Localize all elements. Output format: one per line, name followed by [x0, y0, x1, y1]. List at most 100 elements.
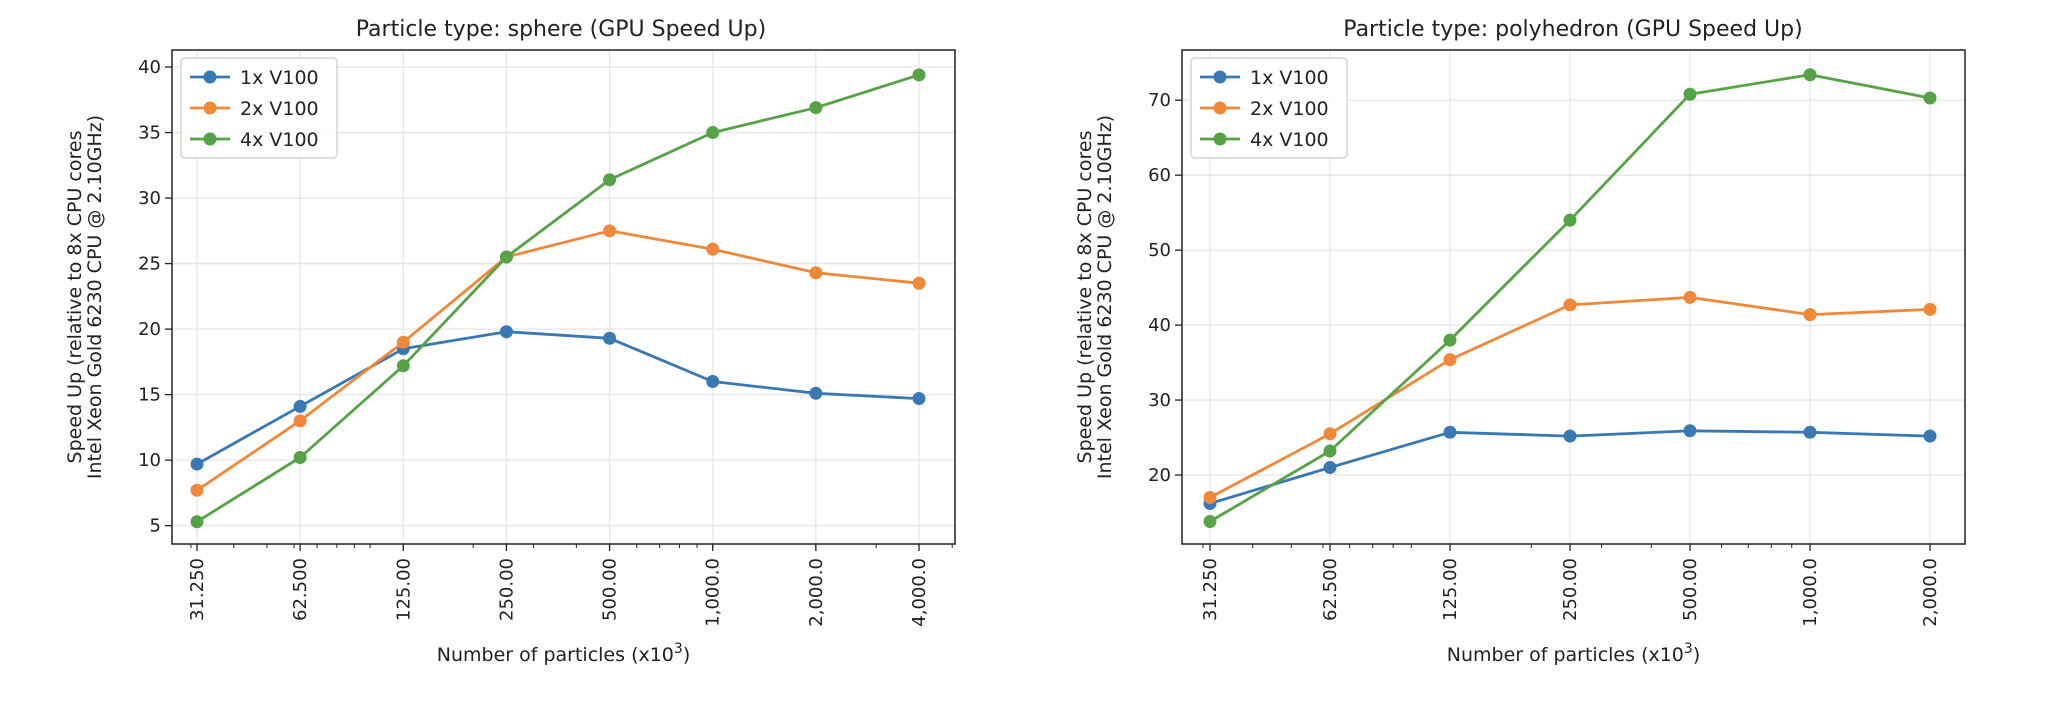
y-tick-label: 50 — [1148, 240, 1171, 261]
data-point — [1203, 515, 1217, 529]
chart-1: 31.250 62.500 125.00 250.00 500.00 1,000.0 2,0… — [64, 17, 956, 666]
data-point — [809, 386, 823, 400]
series-line-3 — [196, 73, 920, 523]
axes-frame — [1181, 49, 1966, 545]
data-point — [499, 250, 513, 264]
x-tick-label: 4,000.0 — [909, 558, 930, 627]
x-axis-label-end: ) — [1693, 644, 1700, 666]
legend: 1x V100 2x V100 4x V100 — [1190, 57, 1348, 159]
x-axis-label-end: ) — [683, 644, 690, 666]
legend: 1x V100 2x V100 4x V100 — [180, 57, 338, 159]
legend-marker — [1213, 101, 1227, 115]
data-point — [1323, 427, 1337, 441]
x-tick-label: 31.250 — [1200, 558, 1221, 621]
series-line-1 — [196, 330, 920, 466]
data-point — [603, 173, 617, 187]
data-point — [190, 457, 204, 471]
legend-label: 4x V100 — [1250, 129, 1329, 151]
data-point — [1803, 308, 1817, 322]
data-point — [293, 414, 307, 428]
data-point — [809, 101, 823, 115]
x-axis-label-sup: 3 — [1684, 641, 1693, 657]
y-tick-label: 30 — [1148, 390, 1171, 411]
x-tick-label: 500.00 — [600, 558, 621, 621]
x-tick-label: 250.00 — [1560, 558, 1581, 621]
x-tick-label: 250.00 — [496, 558, 517, 621]
x-tick-label: 125.00 — [393, 558, 414, 621]
data-point — [1803, 68, 1817, 82]
y-tick-label: 70 — [1148, 90, 1171, 111]
data-point — [1323, 444, 1337, 458]
y-tick-label: 40 — [138, 57, 161, 78]
data-point — [1443, 425, 1457, 439]
x-tick-label: 1,000.0 — [1800, 558, 1821, 627]
x-axis-label-text: Number of particles (x10 — [437, 644, 674, 666]
y-axis-label: Speed Up (relative to 8x CPU cores — [64, 131, 86, 464]
chart-title: Particle type: sphere (GPU Speed Up) — [356, 17, 766, 42]
legend-marker — [203, 70, 217, 84]
data-point — [190, 483, 204, 497]
legend-box — [1190, 57, 1348, 159]
data-point — [1443, 333, 1457, 347]
legend-box — [180, 57, 338, 159]
y-tick-label: 25 — [138, 254, 161, 275]
data-point — [1563, 298, 1577, 312]
legend-marker — [203, 132, 217, 146]
x-tick-label: 125.00 — [1440, 558, 1461, 621]
data-point — [396, 359, 410, 373]
data-point — [1923, 91, 1937, 105]
x-tick-label: 2,000.0 — [806, 558, 827, 627]
data-point — [293, 451, 307, 465]
x-tick-label: 500.00 — [1680, 558, 1701, 621]
y-axis-label: Intel Xeon Gold 6230 CPU @ 2.10GHz) — [84, 115, 106, 479]
legend-label: 2x V100 — [240, 98, 319, 120]
data-point — [912, 68, 926, 82]
y-tick-label: 40 — [1148, 315, 1171, 336]
data-point — [1563, 429, 1577, 443]
x-tick-label: 1,000.0 — [703, 558, 724, 627]
legend-marker — [1213, 132, 1227, 146]
data-point — [1203, 491, 1217, 505]
legend-marker — [1213, 70, 1227, 84]
data-point — [1683, 87, 1697, 101]
data-point — [1563, 213, 1577, 227]
x-axis-label-text: Number of particles (x10 — [1447, 644, 1684, 666]
legend-marker — [203, 101, 217, 115]
data-point — [396, 335, 410, 349]
data-point — [809, 266, 823, 280]
legend-label: 4x V100 — [240, 129, 319, 151]
y-axis-label: Speed Up (relative to 8x CPU cores — [1074, 131, 1096, 464]
legend-label: 1x V100 — [240, 67, 319, 89]
chart-title: Particle type: polyhedron (GPU Speed Up) — [1343, 17, 1802, 42]
x-tick-label: 2,000.0 — [1920, 558, 1941, 627]
x-tick-label: 62.500 — [1320, 558, 1341, 621]
x-axis-label: Number of particles (x103) — [1447, 641, 1701, 666]
x-axis-label: Number of particles (x103) — [437, 641, 691, 666]
y-axis-label: Intel Xeon Gold 6230 CPU @ 2.10GHz) — [1094, 115, 1116, 479]
series-line-2 — [196, 229, 920, 492]
y-tick-label: 15 — [138, 385, 161, 406]
data-point — [1683, 424, 1697, 438]
data-point — [499, 325, 513, 339]
data-point — [1323, 461, 1337, 475]
data-point — [706, 242, 720, 256]
data-point — [1923, 302, 1937, 316]
legend-label: 1x V100 — [1250, 67, 1329, 89]
y-tick-label: 20 — [1148, 465, 1171, 486]
data-point — [1683, 290, 1697, 304]
data-point — [912, 276, 926, 290]
y-tick-label: 10 — [138, 450, 161, 471]
data-point — [706, 126, 720, 140]
legend-label: 2x V100 — [1250, 98, 1329, 120]
x-axis-label-sup: 3 — [674, 641, 683, 657]
y-tick-label: 35 — [138, 123, 161, 144]
data-point — [603, 224, 617, 238]
axes-frame — [171, 49, 956, 545]
y-tick-label: 30 — [138, 188, 161, 209]
data-point — [293, 399, 307, 413]
x-tick-label: 31.250 — [187, 558, 208, 621]
data-point — [1923, 429, 1937, 443]
data-point — [190, 515, 204, 529]
data-point — [706, 375, 720, 389]
